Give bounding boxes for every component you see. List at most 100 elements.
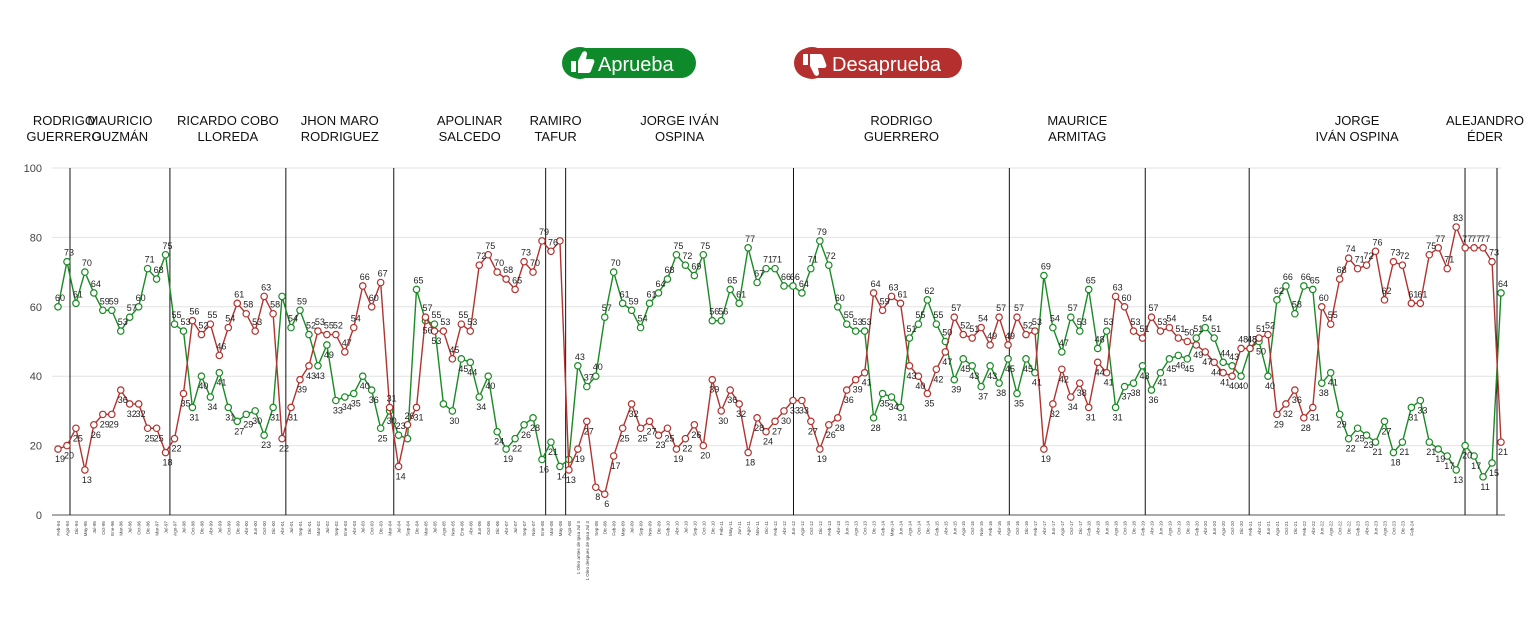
approve-point — [645, 299, 654, 308]
disapprove-point — [789, 396, 797, 405]
x-tick-label: Jun-14 — [898, 521, 903, 535]
approve-data-label: 41 — [1328, 378, 1338, 388]
x-tick-label: Feb-15 — [934, 521, 939, 536]
x-tick-label: Abr-23 — [1365, 521, 1370, 535]
approve-data-label: 31 — [225, 412, 235, 422]
disapprove-point — [1201, 348, 1210, 356]
y-tick-label: 100 — [24, 163, 42, 175]
disapprove-data-label: 61 — [1417, 289, 1427, 299]
x-tick-label: Abr-17 — [1042, 521, 1047, 535]
approve-point — [1013, 389, 1021, 398]
approve-point — [547, 438, 555, 446]
disapprove-point — [206, 320, 215, 328]
x-tick-label: Ago-13 — [854, 521, 859, 536]
disapprove-data-label: 75 — [1426, 241, 1436, 251]
disapprove-point — [1031, 327, 1039, 335]
disapprove-point — [1183, 337, 1192, 346]
y-tick-label: 20 — [30, 441, 42, 453]
y-tick-label: 60 — [30, 302, 42, 314]
x-tick-label: Feb-12 — [773, 521, 778, 536]
approve-point — [1407, 403, 1416, 412]
approve-point — [1488, 459, 1496, 467]
disapprove-data-label: 22 — [682, 444, 692, 454]
disapprove-data-label: 6 — [604, 499, 609, 509]
disapprove-data-label: 32 — [1050, 409, 1060, 419]
x-tick-label: Oct-00 — [262, 521, 267, 535]
disapprove-data-label: 31 — [1310, 412, 1320, 422]
disapprove-point — [681, 434, 690, 443]
disapprove-data-label: 25 — [73, 433, 83, 443]
x-tick-label: Jul-07 — [513, 521, 518, 534]
disapprove-data-label: 32 — [127, 409, 137, 419]
disapprove-point — [762, 427, 770, 436]
disapprove-point — [179, 389, 188, 398]
disapprove-data-label: 31 — [387, 393, 397, 403]
approve-data-label: 48 — [1247, 334, 1257, 344]
approve-data-label: 64 — [655, 279, 665, 289]
disapprove-point — [851, 375, 860, 384]
approve-point — [726, 285, 735, 294]
approve-data-label: 51 — [906, 324, 916, 334]
legend-approve[interactable]: Aprueba — [562, 47, 696, 79]
approve-point — [1210, 334, 1218, 342]
approve-data-label: 43 — [1229, 352, 1239, 362]
approve-data-label: 13 — [1453, 475, 1463, 485]
x-tick-label: Dic-13 — [872, 521, 877, 535]
x-tick-label: Feb-20 — [1194, 521, 1199, 536]
disapprove-data-label: 14 — [396, 471, 406, 481]
approve-point — [824, 261, 833, 269]
approve-data-label: 54 — [1202, 314, 1212, 324]
approve-point — [1138, 361, 1147, 370]
approve-data-label: 55 — [933, 310, 943, 320]
x-tick-label: Jun-21 — [1266, 521, 1271, 535]
approve-point — [439, 400, 448, 408]
approve-point — [107, 306, 116, 315]
approve-point — [654, 289, 663, 297]
disapprove-data-label: 57 — [1148, 303, 1158, 313]
approve-point — [950, 375, 959, 384]
disapprove-point — [314, 327, 322, 335]
x-tick-label: Oct-96 — [137, 521, 142, 535]
approve-point — [1165, 355, 1174, 363]
disapprove-point — [896, 299, 905, 308]
approve-point — [744, 244, 752, 252]
approve-data-label: 41 — [1157, 378, 1167, 388]
disapprove-point — [143, 424, 152, 433]
x-tick-label: Mar-08 — [549, 521, 554, 536]
approve-data-label: 22 — [512, 444, 522, 454]
x-tick-label: Ene-03 — [343, 521, 348, 536]
x-tick-label: Ago-16 — [1006, 521, 1011, 536]
approve-point — [323, 341, 331, 349]
disapprove-point — [627, 400, 636, 408]
approve-point — [143, 264, 152, 273]
disapprove-data-label: 28 — [754, 423, 764, 433]
disapprove-point — [448, 355, 457, 363]
approve-point — [1058, 348, 1066, 356]
approve-data-label: 66 — [1283, 272, 1293, 282]
disapprove-point — [1398, 261, 1407, 269]
approve-data-label: 71 — [808, 255, 818, 265]
x-tick-label: Jul-03 — [361, 521, 366, 534]
x-tick-label: Ago-18 — [1114, 521, 1119, 536]
x-tick-label: Sep-07 — [522, 521, 527, 536]
disapprove-point — [1335, 275, 1344, 283]
disapprove-data-label: 19 — [673, 454, 683, 464]
approve-data-label: 65 — [414, 275, 424, 285]
legend-disapprove[interactable]: Desaprueba — [794, 47, 962, 79]
disapprove-data-label: 53 — [431, 336, 441, 346]
approve-data-label: 40 — [1238, 381, 1248, 391]
legend-disapprove-label: Desaprueba — [832, 54, 942, 76]
disapprove-point — [833, 414, 842, 422]
approve-data-label: 30 — [387, 416, 397, 426]
approve-point — [511, 434, 519, 443]
x-tick-label: Jul-02 — [325, 521, 330, 534]
disapprove-data-label: 74 — [1346, 244, 1356, 254]
approve-point — [376, 424, 385, 433]
approve-point — [1362, 431, 1371, 439]
approve-point — [1434, 445, 1443, 453]
approve-data-label: 54 — [288, 314, 298, 324]
approve-data-label: 46 — [1175, 360, 1185, 370]
disapprove-point — [1165, 323, 1174, 332]
disapprove-point — [860, 368, 869, 377]
approve-point — [672, 250, 681, 259]
